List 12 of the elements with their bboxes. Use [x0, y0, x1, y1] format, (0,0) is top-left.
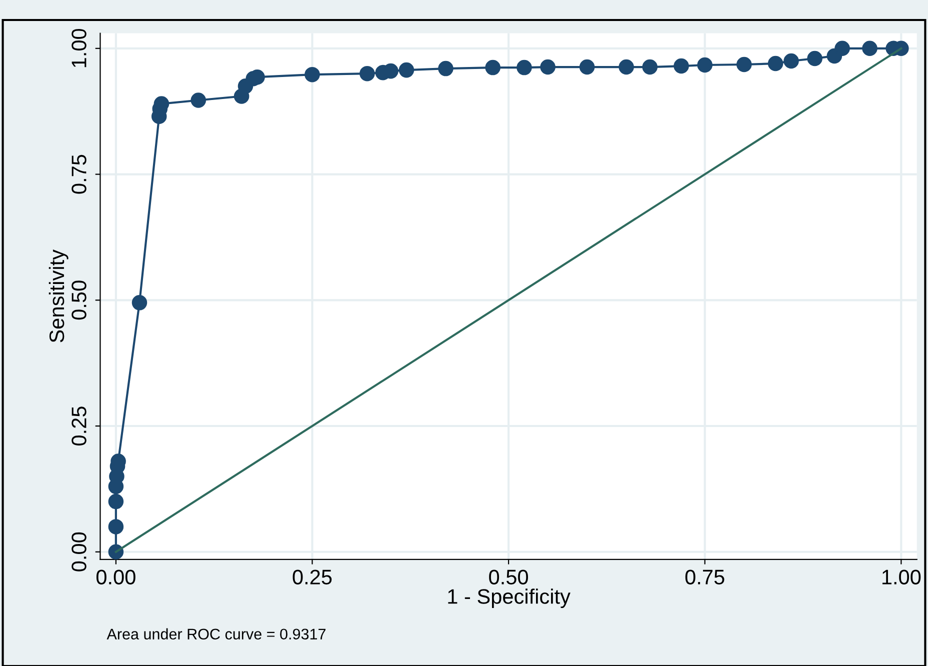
y-tick-label: 0.25 — [72, 406, 86, 446]
x-tick-label: 0.50 — [489, 570, 528, 584]
x-tick-label: 0.75 — [685, 570, 724, 584]
y-tick-label: 0.50 — [72, 280, 86, 320]
x-tick-label: 0.25 — [292, 570, 332, 584]
y-tick-label: 1.00 — [72, 28, 86, 68]
x-axis-title: 1 - Specificity — [448, 588, 570, 608]
x-tick-label: 1.00 — [882, 570, 921, 584]
y-tick-label: 0.75 — [72, 154, 86, 194]
y-axis-title: Sensitivity — [48, 250, 68, 342]
x-tick-label: 0.00 — [96, 570, 136, 584]
text: Area under ROC curve = 0.9317 — [106, 628, 326, 640]
